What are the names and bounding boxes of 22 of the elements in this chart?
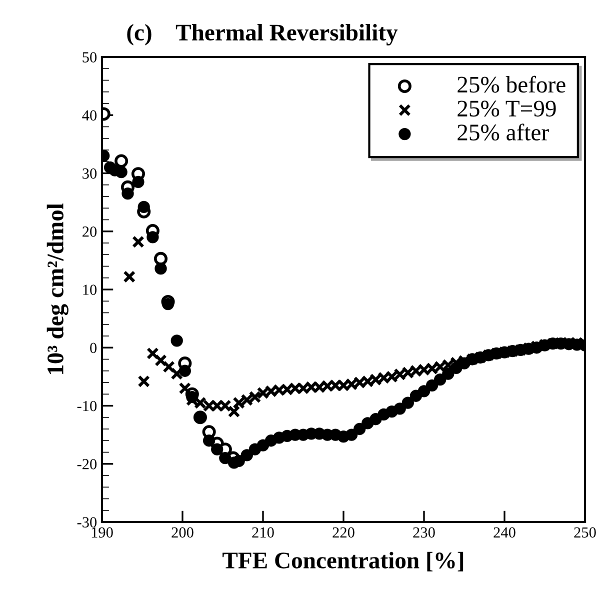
x-tick-label: 190 — [92, 527, 113, 538]
x-tick-label: 240 — [494, 527, 516, 538]
x-tick-label: 220 — [332, 527, 354, 538]
x-axis-title: TFE Concentration [%] — [222, 552, 464, 572]
legend-label: 25% after — [458, 124, 549, 141]
y-tick-label: -30 — [77, 517, 97, 528]
legend-label: 25% before — [458, 76, 566, 93]
x-tick-label: 250 — [574, 527, 596, 538]
y-tick-label: -10 — [77, 400, 97, 412]
y-tick-label: 20 — [82, 226, 97, 237]
y-tick-label: 0 — [90, 342, 97, 354]
y-tick-label: 30 — [82, 168, 97, 179]
legend-label: 25% T=99 — [458, 100, 556, 117]
x-tick-label: 230 — [413, 527, 435, 538]
y-tick-label: 10 — [83, 284, 97, 295]
y-tick-label: -20 — [77, 459, 97, 470]
y-tick-label: 40 — [82, 110, 97, 121]
x-tick-label: 200 — [172, 527, 194, 538]
chart-title: (c) Thermal Reversibility — [127, 24, 398, 46]
y-axis-title: 10³ deg cm²/dmol — [46, 203, 68, 374]
y-tick-label: 50 — [82, 52, 97, 62]
x-tick-label: 210 — [252, 527, 274, 538]
